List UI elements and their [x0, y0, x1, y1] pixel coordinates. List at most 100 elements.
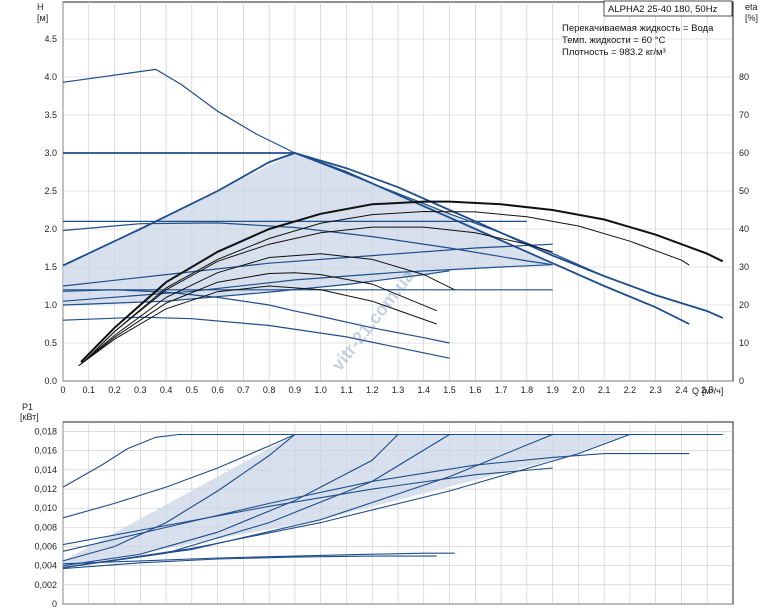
head-y-tick-label: 2.0 [44, 224, 57, 234]
head-curves [62, 68, 724, 359]
efficiency-curve [80, 272, 437, 365]
power-y-ticks: 0 0,002 0,004 0,006 0,008 0,010 0,012 0,014 0,01… [34, 427, 57, 609]
head-grid [62, 2, 733, 382]
power-curve [62, 555, 437, 570]
eta-y-tick-label: 0 [739, 376, 744, 386]
eta-y-ticks: 0 10 20 30 40 50 60 70 80 [739, 72, 749, 386]
power-curve [62, 433, 553, 569]
flow-x-tick-label: 0 [60, 385, 65, 395]
head-y-tick-label: 3.0 [44, 148, 57, 158]
efficiency-curve [78, 285, 437, 367]
flow-x-tick-label: 1.3 [392, 385, 405, 395]
flow-x-tick-label: 0.7 [237, 385, 250, 395]
flow-x-tick-label: 2.2 [624, 385, 637, 395]
condition-density: Плотность = 983.2 кг/м³ [562, 47, 666, 58]
head-curve [62, 264, 553, 302]
flow-x-tick-label: 2.5 [701, 385, 714, 395]
eta-y-tick-label: 70 [739, 110, 749, 120]
power-y-tick-label: 0,012 [34, 484, 57, 494]
head-y-tick-label: 1.0 [44, 300, 57, 310]
eta-y-tick-label: 80 [739, 72, 749, 82]
power-operating-band [63, 434, 630, 568]
power-curve [62, 433, 723, 488]
flow-axis-label: Q [692, 386, 699, 396]
efficiency-curve [83, 210, 690, 363]
head-curve [62, 243, 553, 287]
power-y-tick-label: 0,014 [34, 465, 57, 475]
power-curves [62, 433, 723, 570]
flow-x-tick-label: 0.4 [160, 385, 173, 395]
eta-y-tick-label: 50 [739, 186, 749, 196]
head-curve [62, 316, 450, 359]
flow-x-tick-label: 0.3 [134, 385, 147, 395]
power-axis-label: P1 [22, 402, 33, 412]
head-y-tick-label: 0.0 [44, 376, 57, 386]
flow-x-tick-label: 0.9 [289, 385, 302, 395]
flow-x-tick-label: 1.8 [521, 385, 534, 395]
flow-x-tick-label: 1.9 [546, 385, 559, 395]
flow-x-tick-label: 0.6 [211, 385, 224, 395]
head-curve [63, 152, 724, 319]
flow-x-tick-label: 1.4 [418, 385, 431, 395]
efficiency-curve [83, 226, 553, 363]
power-axis-unit: [кВт] [20, 412, 39, 422]
eta-y-tick-label: 30 [739, 262, 749, 272]
efficiency-curve [80, 253, 455, 365]
eta-y-tick-label: 60 [739, 148, 749, 158]
power-y-tick-label: 0,010 [34, 503, 57, 513]
eta-y-tick-label: 20 [739, 300, 749, 310]
eta-y-tick-label: 10 [739, 338, 749, 348]
head-curve [62, 222, 553, 266]
head-y-tick-label: 0.5 [44, 338, 57, 348]
efficiency-curve [80, 200, 724, 363]
title-box [603, 0, 733, 17]
flow-x-tick-label: 2.1 [598, 385, 611, 395]
efficiency-curves [78, 200, 724, 367]
flow-x-tick-label: 1.6 [469, 385, 482, 395]
power-curve [62, 453, 690, 552]
power-y-tick-label: 0 [52, 599, 57, 609]
power-y-tick-label: 0,004 [34, 561, 57, 571]
flow-x-tick-label: 0.5 [186, 385, 199, 395]
power-curve [62, 467, 553, 546]
head-y-tick-label: 4.0 [44, 72, 57, 82]
power-y-tick-label: 0,016 [34, 446, 57, 456]
power-y-tick-label: 0,006 [34, 542, 57, 552]
flow-axis-unit: [м³/ч] [702, 386, 723, 396]
flow-x-tick-label: 1.7 [495, 385, 508, 395]
head-y-tick-label: 4.5 [44, 34, 57, 44]
condition-temp: Темп. жидкости = 60 °C [562, 35, 665, 46]
power-y-tick-label: 0,018 [34, 427, 57, 437]
flow-x-tick-label: 2.0 [572, 385, 585, 395]
flow-x-tick-label: 1.5 [443, 385, 456, 395]
flow-x-tick-label: 1.1 [340, 385, 353, 395]
flow-x-tick-label: 1.0 [314, 385, 327, 395]
flow-x-tick-label: 2.3 [649, 385, 662, 395]
flow-x-tick-label: 2.4 [675, 385, 688, 395]
condition-liquid: Перекачиваемая жидкость = Вода [562, 23, 714, 34]
eta-axis-label: eta [745, 2, 758, 12]
power-curve [62, 434, 399, 567]
flow-x-tick-label: 0.8 [263, 385, 276, 395]
chart-title: ALPHA2 25-40 180, 50Hz [608, 4, 718, 15]
power-curve [62, 552, 455, 565]
head-curve [62, 289, 450, 344]
flow-x-tick-label: 0.1 [83, 385, 96, 395]
flow-x-tick-label: 0.2 [108, 385, 121, 395]
eta-axis-unit: [%] [745, 13, 758, 23]
power-y-tick-label: 0,002 [34, 580, 57, 590]
power-curve [62, 434, 296, 562]
head-y-tick-label: 3.5 [44, 110, 57, 120]
power-y-tick-label: 0,008 [34, 522, 57, 532]
head-axis-label: H [37, 2, 44, 12]
power-curve [62, 433, 631, 569]
head-y-tick-label: 1.5 [44, 262, 57, 272]
eta-y-tick-label: 40 [739, 224, 749, 234]
head-panel: 0.0 0.5 1.0 1.5 2.0 2.5 3.0 3.5 4.0 4.5 0 10 20 30 40… [37, 0, 758, 396]
head-y-tick-label: 2.5 [44, 186, 57, 196]
head-y-ticks: 0.0 0.5 1.0 1.5 2.0 2.5 3.0 3.5 4.0 4.5 [44, 34, 57, 386]
flow-x-ticks: 0 0.1 0.2 0.3 0.4 0.5 0.6 0.7 0.8 0.9 1.0 1.1 1.2 1.3… [60, 385, 713, 395]
head-axis-unit: [м] [37, 13, 48, 23]
head-curve [62, 152, 690, 325]
